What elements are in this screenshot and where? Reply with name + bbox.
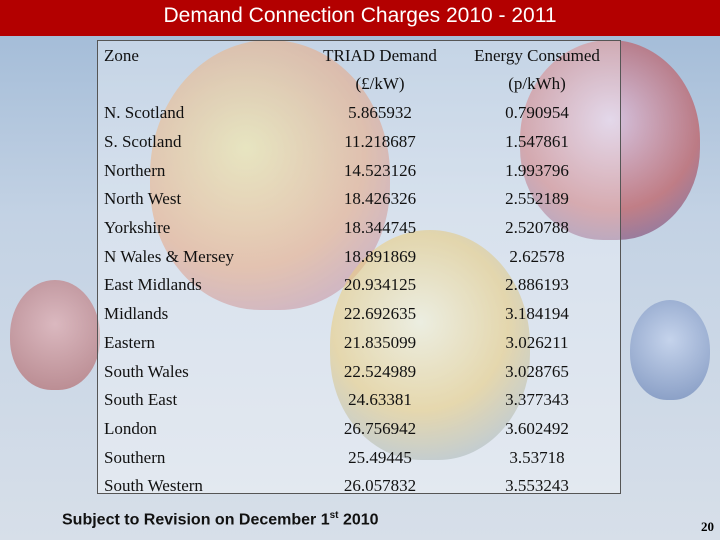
triad-cell: 24.63381: [348, 390, 412, 410]
zone-cell: South Wales: [104, 361, 189, 381]
balloon-decoration: [10, 280, 100, 390]
triad-cell: 5.865932: [348, 103, 412, 123]
energy-cell: 3.53718: [509, 447, 565, 467]
zone-cell: Yorkshire: [104, 218, 171, 238]
energy-cell: 3.602492: [505, 418, 569, 438]
triad-cell: 25.49445: [348, 447, 412, 467]
revision-note: Subject to Revision on December 1st 2010: [62, 510, 379, 529]
table-panel: [97, 40, 621, 494]
energy-cell: 0.790954: [505, 103, 569, 123]
table-row: Eastern 21.835099 3.026211: [100, 329, 618, 358]
zone-cell: Southern: [104, 447, 166, 467]
energy-cell: 3.553243: [505, 476, 569, 496]
energy-cell: 3.028765: [505, 361, 569, 381]
energy-cell: 3.026211: [505, 332, 569, 352]
table-row: South East 24.63381 3.377343: [100, 386, 618, 415]
energy-cell: 2.886193: [505, 275, 569, 295]
triad-cell: 22.692635: [343, 304, 417, 324]
energy-cell: 1.547861: [505, 132, 569, 152]
zone-cell: East Midlands: [104, 275, 202, 295]
zone-cell: London: [104, 418, 157, 438]
energy-cell: 2.520788: [505, 218, 569, 238]
zone-cell: Eastern: [104, 332, 155, 352]
header-triad-line1: TRIAD Demand: [323, 46, 437, 65]
zone-cell: South East: [104, 390, 178, 410]
table-row: South Western 26.057832 3.553243: [100, 472, 618, 501]
triad-cell: 18.344745: [343, 218, 417, 238]
revision-note-text: Subject to Revision on December 1: [62, 511, 330, 529]
revision-note-year: 2010: [338, 511, 379, 529]
triad-cell: 11.218687: [344, 132, 416, 152]
energy-cell: 3.184194: [505, 304, 569, 324]
charges-table: Zone TRIAD Demand (£/kW) Energy Consumed…: [100, 42, 618, 501]
page-number: 20: [701, 519, 714, 534]
energy-cell: 1.993796: [505, 160, 569, 180]
slide-title: Demand Connection Charges 2010 - 2011: [163, 4, 557, 27]
revision-note-ordinal: st: [329, 510, 339, 521]
triad-cell: 26.756942: [343, 418, 417, 438]
balloon-decoration: [150, 40, 390, 310]
energy-cell: 2.62578: [509, 246, 565, 266]
triad-cell: 21.835099: [343, 332, 417, 352]
header-energy: Energy Consumed (p/kWh): [456, 42, 618, 99]
header-energy-line2: (p/kWh): [508, 74, 566, 93]
table-row: Southern 25.49445 3.53718: [100, 443, 618, 472]
header-triad: TRIAD Demand (£/kW): [304, 42, 456, 99]
zone-cell: Northern: [104, 160, 166, 180]
table-row: S. Scotland 11.218687 1.547861: [100, 128, 618, 157]
zone-cell: North West: [104, 189, 182, 209]
balloon-decoration: [520, 40, 700, 240]
triad-cell: 18.891869: [343, 246, 417, 266]
triad-cell: 18.426326: [343, 189, 417, 209]
table-header-row: Zone TRIAD Demand (£/kW) Energy Consumed…: [100, 42, 618, 99]
table-row: London 26.756942 3.602492: [100, 415, 618, 444]
zone-cell: South Western: [104, 476, 203, 496]
energy-cell: 2.552189: [505, 189, 569, 209]
header-zone: Zone: [104, 46, 139, 65]
table-row: N Wales & Mersey 18.891869 2.62578: [100, 242, 618, 271]
zone-cell: Midlands: [104, 304, 169, 324]
table-row: N. Scotland 5.865932 0.790954: [100, 99, 618, 128]
zone-cell: N Wales & Mersey: [104, 246, 235, 266]
table-row: Northern 14.523126 1.993796: [100, 156, 618, 185]
triad-cell: 14.523126: [343, 160, 417, 180]
header-triad-line2: (£/kW): [355, 74, 405, 93]
title-bar: [0, 0, 720, 36]
triad-cell: 26.057832: [343, 476, 417, 496]
table-row: East Midlands 20.934125 2.886193: [100, 271, 618, 300]
zone-cell: N. Scotland: [104, 103, 185, 123]
energy-cell: 3.377343: [505, 390, 569, 410]
header-energy-line1: Energy Consumed: [474, 46, 600, 65]
table-row: North West 18.426326 2.552189: [100, 185, 618, 214]
table-row: Yorkshire 18.344745 2.520788: [100, 214, 618, 243]
balloon-decoration: [330, 230, 530, 460]
table-row: South Wales 22.524989 3.028765: [100, 357, 618, 386]
zone-cell: S. Scotland: [104, 132, 182, 152]
balloon-decoration: [630, 300, 710, 400]
triad-cell: 22.524989: [343, 361, 417, 381]
table-row: Midlands 22.692635 3.184194: [100, 300, 618, 329]
triad-cell: 20.934125: [343, 275, 417, 295]
